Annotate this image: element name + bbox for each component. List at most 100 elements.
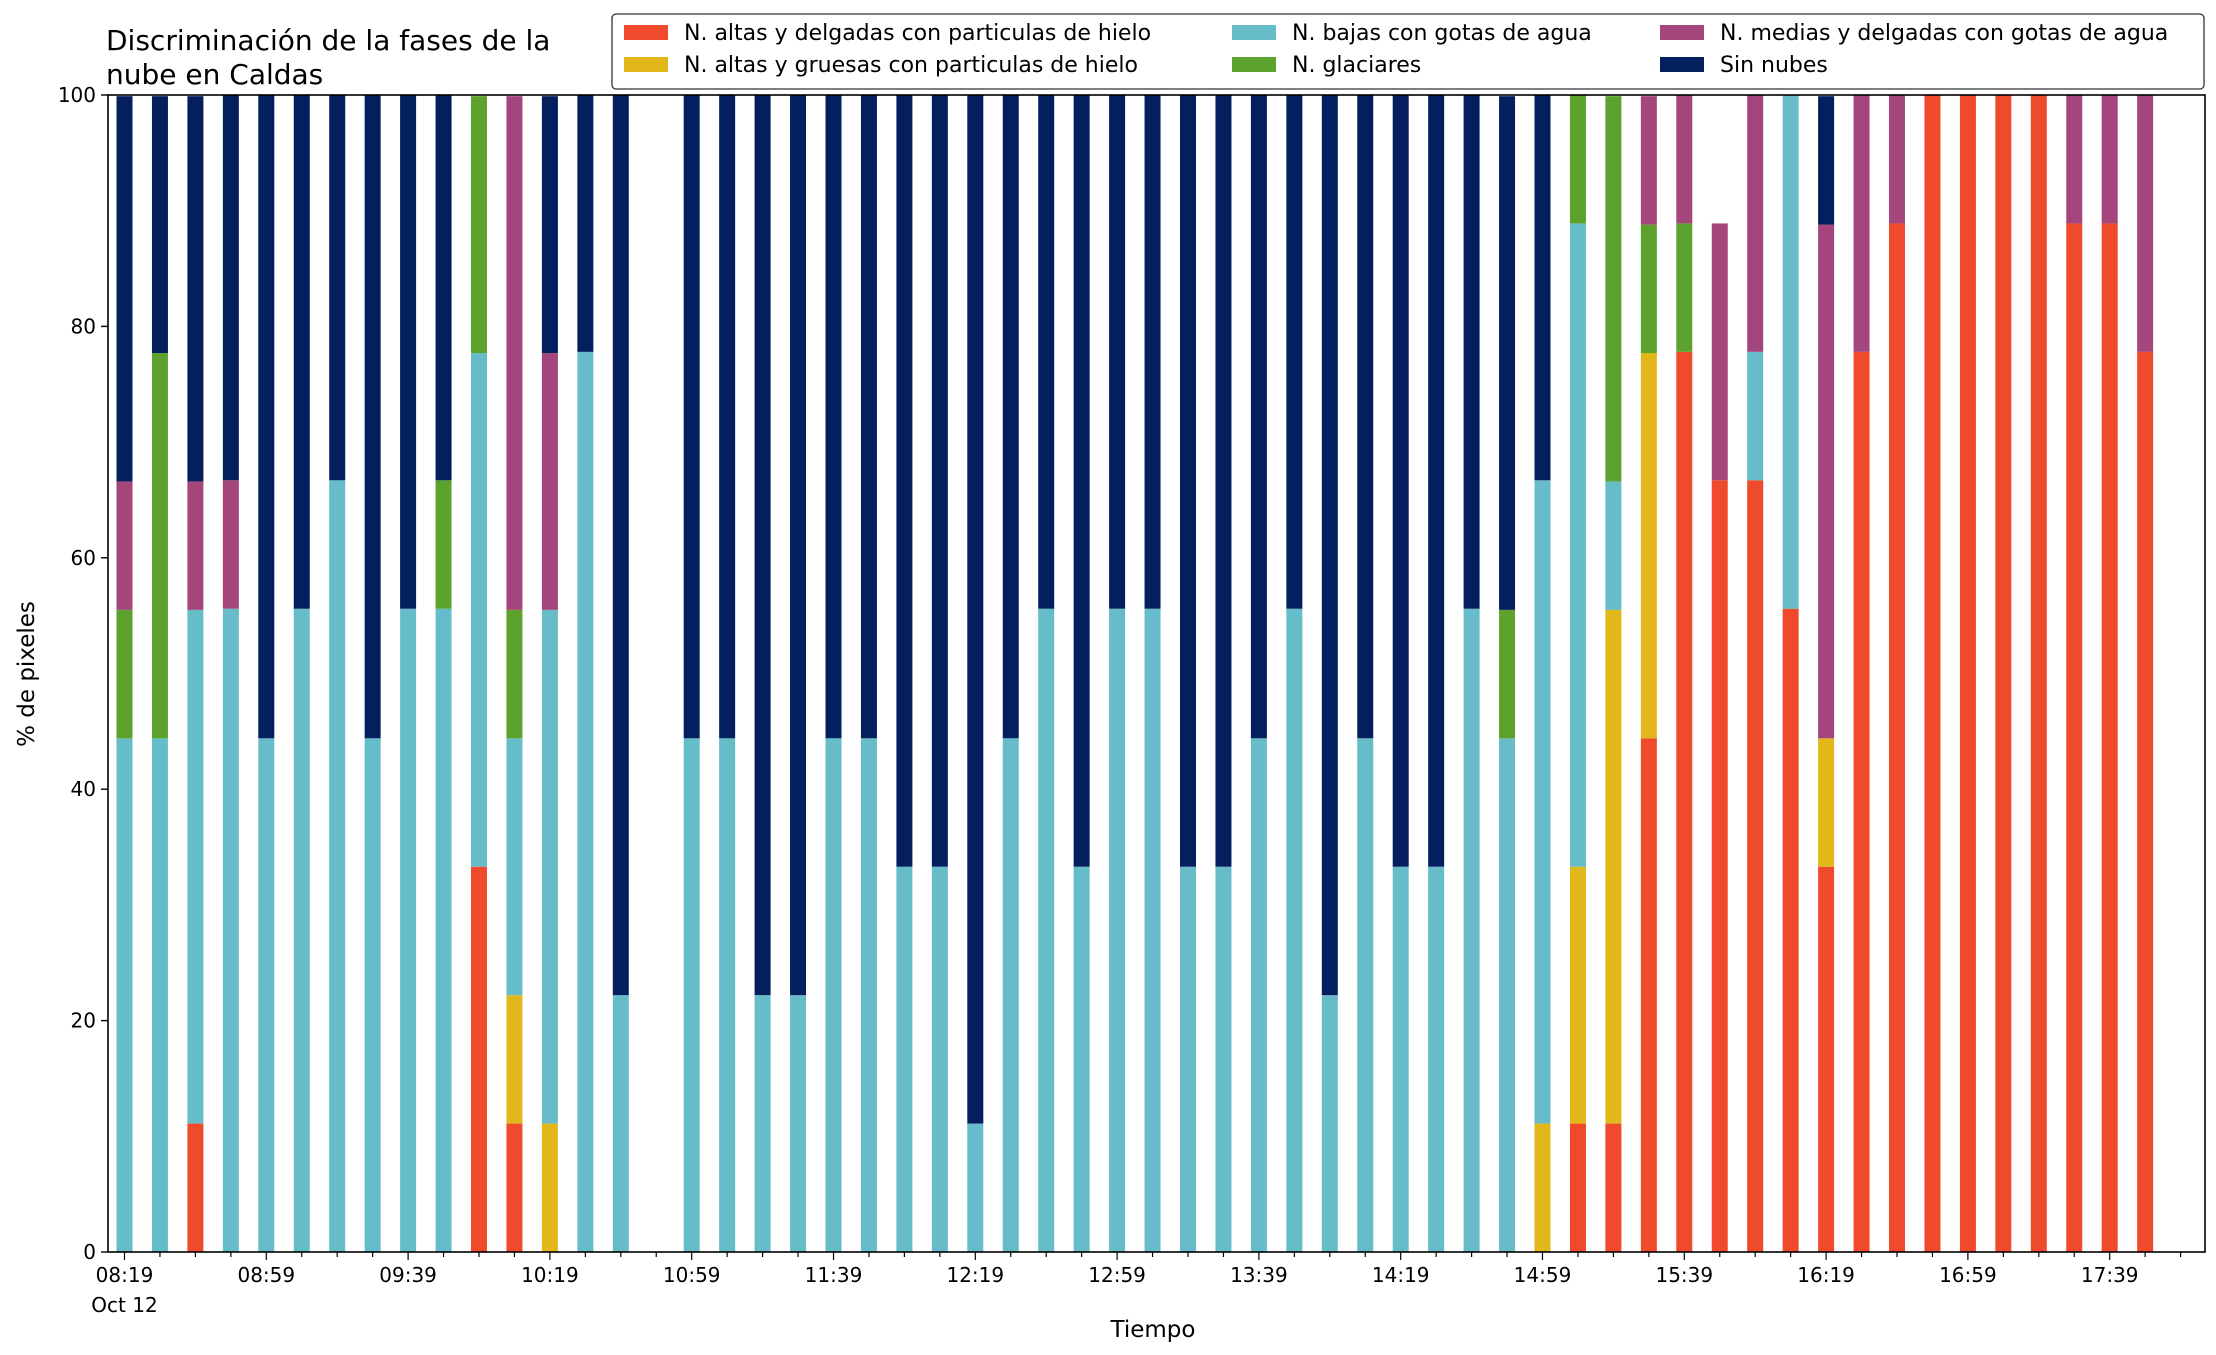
bar-segment-1-43 [1640, 353, 1657, 739]
bar-segment-2-37 [1428, 866, 1445, 1252]
bar-segment-2-36 [1392, 866, 1409, 1252]
bar-segment-2-10 [471, 353, 487, 867]
y-tick-label: 40 [71, 777, 96, 801]
bar-segment-0-11 [506, 1123, 523, 1252]
bar-segment-2-26 [1038, 608, 1055, 1252]
bar-segment-2-18 [754, 995, 771, 1252]
bar-segment-0-42 [1605, 1123, 1622, 1252]
bar-segment-5-30 [1180, 95, 1196, 867]
bar-segment-0-43 [1640, 738, 1657, 1252]
bar-segment-2-3 [222, 608, 239, 1252]
legend-swatch [1232, 25, 1276, 40]
bar-segment-0-49 [1853, 351, 1870, 1252]
bar-segment-4-2 [187, 481, 204, 610]
bar-segment-2-5 [293, 608, 310, 1252]
bar-segment-5-7 [364, 95, 381, 739]
bar-segment-2-30 [1180, 866, 1196, 1252]
bar-segment-3-41 [1569, 95, 1586, 224]
bar-segment-0-2 [187, 1123, 204, 1252]
x-tick-label: 16:59 [1939, 1263, 1997, 1287]
x-tick-label: 16:19 [1797, 1263, 1855, 1287]
bar-segment-4-43 [1640, 96, 1657, 225]
bar-segment-2-19 [790, 995, 807, 1252]
chart-title-line-1: Discriminación de la fases de la [106, 24, 550, 57]
bar-segment-5-33 [1286, 95, 1303, 609]
bar-segment-2-4 [258, 738, 275, 1252]
bar-segment-2-12 [541, 609, 558, 1124]
bar-segment-0-10 [471, 866, 487, 1252]
bar-segment-5-14 [612, 95, 629, 996]
bar-segment-0-44 [1676, 351, 1693, 1252]
x-tick-label: 15:39 [1655, 1263, 1713, 1287]
y-axis-label: % de pixeles [14, 601, 40, 747]
x-tick-label: 08:59 [237, 1263, 295, 1287]
bar-segment-1-11 [506, 995, 523, 1124]
bar-segment-3-10 [471, 96, 487, 354]
x-tick-label: 12:59 [1088, 1263, 1146, 1287]
x-tick-label: 17:39 [2081, 1263, 2139, 1287]
bar-segment-2-2 [187, 609, 204, 1124]
y-tick-label: 80 [71, 314, 96, 338]
bar-segment-5-18 [754, 95, 771, 996]
bar-segment-4-45 [1711, 223, 1728, 481]
bar-segment-5-29 [1144, 95, 1161, 609]
bar-segment-5-40 [1534, 95, 1551, 481]
bar-segment-2-6 [329, 480, 346, 1252]
bar-segment-5-9 [435, 95, 452, 481]
bar-segment-2-46 [1747, 351, 1764, 481]
bar-segment-5-8 [400, 95, 417, 609]
bar-segment-5-0 [116, 96, 133, 482]
x-date-label: Oct 12 [91, 1293, 157, 1317]
bar-segment-3-9 [435, 480, 452, 609]
bar-segment-5-34 [1321, 95, 1338, 996]
bar-segment-3-11 [506, 609, 523, 739]
bar-segment-5-31 [1215, 95, 1232, 867]
bar-segment-2-27 [1073, 866, 1090, 1252]
bar-segment-2-22 [896, 866, 913, 1252]
legend-box [611, 13, 2205, 90]
x-tick-label: 10:59 [663, 1263, 721, 1287]
bar-segment-2-29 [1144, 608, 1161, 1252]
bar-segment-2-42 [1605, 481, 1622, 610]
legend-swatch [1232, 57, 1276, 72]
bar-segment-5-26 [1038, 95, 1055, 609]
bar-segment-5-32 [1250, 95, 1267, 739]
bar-segment-1-42 [1605, 609, 1622, 1124]
bar-segment-1-41 [1569, 866, 1586, 1124]
bar-segment-0-45 [1711, 480, 1728, 1252]
bar-segment-3-39 [1499, 609, 1516, 739]
bar-segment-5-5 [293, 95, 310, 609]
x-axis-label: Tiempo [1110, 1317, 1196, 1343]
bar-segment-2-35 [1357, 738, 1374, 1252]
bar-segment-4-0 [116, 481, 133, 610]
bar-segment-4-50 [1889, 95, 1905, 224]
bar-segment-2-9 [435, 608, 452, 1252]
bar-segment-2-14 [612, 995, 629, 1252]
bar-segment-3-42 [1605, 96, 1622, 482]
axes-group: 0 20 40 60 80 100 08:19 08:59 09:39 10:19 10:59 11:… [58, 83, 2206, 1317]
bar-segment-4-49 [1853, 95, 1870, 352]
chart-title: Discriminación de la fases de la nube en… [106, 24, 550, 91]
bar-segment-0-50 [1889, 223, 1905, 1252]
bar-segment-2-40 [1534, 480, 1551, 1124]
y-tick-label: 100 [58, 83, 96, 107]
bar-segment-5-23 [931, 95, 948, 867]
bar-segment-5-2 [187, 96, 204, 482]
bar-segment-5-19 [790, 95, 807, 996]
plot-frame [107, 94, 2206, 1253]
bar-segment-5-36 [1392, 95, 1409, 867]
bar-segment-5-12 [541, 96, 558, 354]
x-tick-label: 09:39 [379, 1263, 437, 1287]
bar-segment-2-34 [1321, 995, 1338, 1252]
bar-segment-5-28 [1109, 95, 1126, 609]
x-tick-label: 12:19 [946, 1263, 1004, 1287]
bar-segment-2-25 [1002, 738, 1019, 1252]
bar-segment-0-56 [2101, 223, 2118, 1252]
y-tick-label: 60 [71, 546, 96, 570]
legend-label: N. glaciares [1292, 53, 1421, 78]
bar-segment-5-27 [1073, 95, 1090, 867]
bar-segment-3-1 [151, 353, 168, 739]
bar-segment-5-48 [1818, 96, 1835, 225]
bar-segment-2-28 [1109, 608, 1126, 1252]
